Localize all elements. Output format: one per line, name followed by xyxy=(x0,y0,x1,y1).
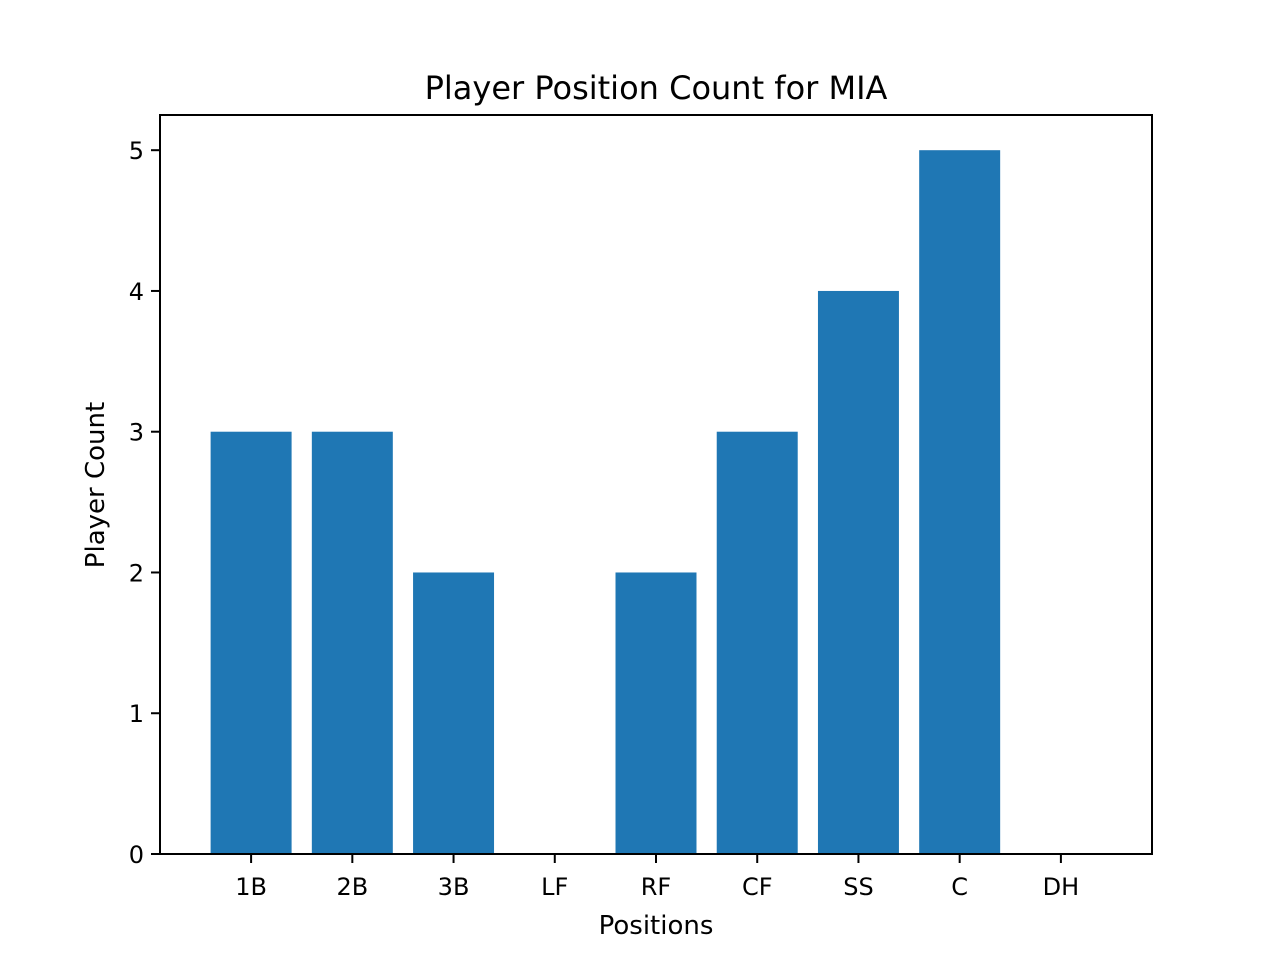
bar-c xyxy=(919,150,1000,854)
bar-3b xyxy=(413,572,494,854)
x-tick-label: DH xyxy=(1043,873,1080,901)
x-tick-label: SS xyxy=(843,873,873,901)
x-tick-label: 3B xyxy=(438,873,470,901)
y-tick-label: 5 xyxy=(129,137,144,165)
bar-1b xyxy=(211,432,292,854)
chart-title: Player Position Count for MIA xyxy=(425,69,888,107)
y-tick-label: 1 xyxy=(129,700,144,728)
x-axis-label: Positions xyxy=(599,911,714,941)
y-tick-label: 2 xyxy=(129,559,144,587)
bar-2b xyxy=(312,432,393,854)
x-tick-label: CF xyxy=(742,873,773,901)
bar-rf xyxy=(616,572,697,854)
y-tick-label: 0 xyxy=(129,841,144,869)
x-tick-label: RF xyxy=(641,873,671,901)
y-tick-label: 3 xyxy=(129,419,144,447)
x-tick-label: C xyxy=(951,873,968,901)
x-tick-label: 1B xyxy=(235,873,267,901)
bar-ss xyxy=(818,291,899,854)
x-tick-label: LF xyxy=(541,873,568,901)
x-tick-label: 2B xyxy=(336,873,368,901)
bar-cf xyxy=(717,432,798,854)
y-tick-label: 4 xyxy=(129,278,144,306)
y-axis-label: Player Count xyxy=(81,402,111,568)
